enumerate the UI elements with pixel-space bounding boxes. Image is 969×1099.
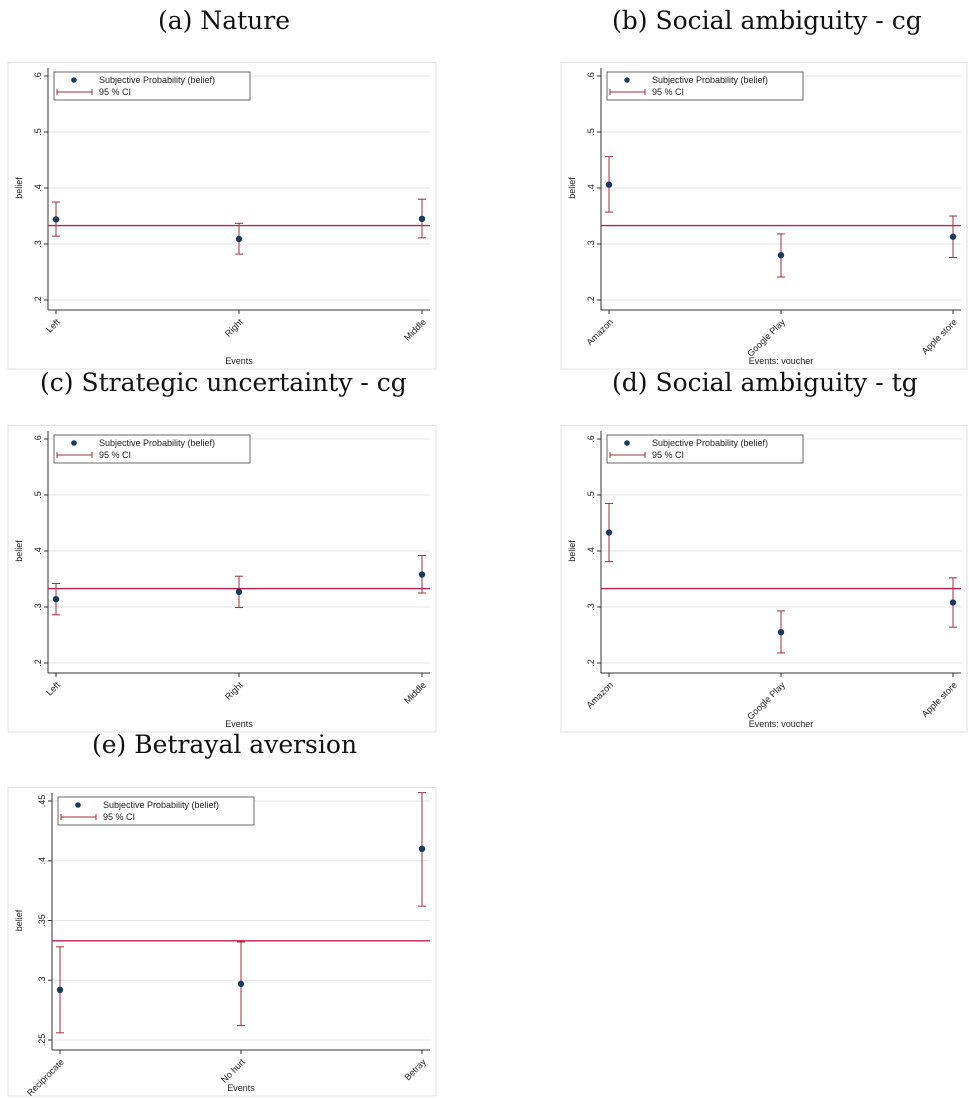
caption-b: (b) Social ambiguity - cg — [612, 6, 922, 35]
legend-label-ci: 95 % CI — [652, 450, 684, 460]
y-tick-label: .2 — [33, 659, 43, 667]
caption-e: (e) Betrayal aversion — [92, 730, 358, 759]
y-axis-label: belief — [14, 909, 24, 931]
data-point — [237, 980, 245, 988]
y-tick-label: .25 — [37, 1034, 47, 1047]
legend-label-belief: Subjective Probability (belief) — [103, 800, 219, 810]
caption-a: (a) Nature — [158, 6, 291, 35]
y-tick-label: .6 — [33, 72, 43, 80]
y-tick-label: .4 — [586, 184, 596, 192]
y-axis-label: belief — [567, 540, 577, 562]
legend-point-marker — [71, 440, 77, 446]
y-tick-label: .3 — [586, 603, 596, 611]
caption-c: (c) Strategic uncertainty - cg — [40, 368, 407, 397]
legend-point-marker — [624, 77, 630, 83]
y-tick-label: .3 — [33, 603, 43, 611]
data-point — [418, 215, 426, 222]
y-tick-label: .6 — [586, 72, 596, 80]
data-point — [949, 233, 957, 240]
y-tick-label: .3 — [37, 976, 47, 984]
legend-label-belief: Subjective Probability (belief) — [652, 438, 768, 448]
y-tick-label: .4 — [37, 857, 47, 865]
legend-point-marker — [75, 802, 81, 808]
x-axis-label: Events — [225, 719, 253, 729]
legend-label-belief: Subjective Probability (belief) — [99, 438, 215, 448]
chart-frame — [560, 425, 968, 733]
data-point — [418, 571, 426, 578]
caption-d: (d) Social ambiguity - tg — [612, 368, 918, 397]
data-point — [605, 181, 613, 188]
y-tick-label: .6 — [33, 435, 43, 443]
y-tick-label: .3 — [33, 240, 43, 248]
y-tick-label: .2 — [586, 296, 596, 304]
data-point — [52, 595, 60, 603]
legend-point-marker — [71, 77, 77, 83]
legend-label-belief: Subjective Probability (belief) — [652, 75, 768, 85]
legend-label-ci: 95 % CI — [99, 450, 131, 460]
data-point — [777, 252, 785, 259]
chart-frame — [7, 787, 437, 1097]
chart-frame — [7, 425, 437, 733]
y-tick-label: .2 — [586, 659, 596, 667]
y-tick-label: .5 — [33, 491, 43, 499]
y-tick-label: .4 — [33, 184, 43, 192]
legend-label-ci: 95 % CI — [99, 87, 131, 97]
x-axis-label: Events — [225, 356, 253, 366]
data-point — [52, 216, 60, 223]
legend-point-marker — [624, 440, 630, 446]
data-point — [418, 845, 426, 852]
x-axis-label: Events — [227, 1083, 255, 1093]
legend-box — [53, 434, 251, 464]
legend-box — [53, 71, 251, 101]
y-tick-label: .5 — [586, 491, 596, 499]
chart-frame — [7, 62, 437, 370]
legend-box — [57, 796, 255, 826]
data-point — [777, 629, 785, 636]
x-axis-label: Events: voucher — [749, 356, 814, 366]
legend-label-ci: 95 % CI — [103, 812, 135, 822]
data-point — [235, 235, 243, 243]
y-tick-label: .3 — [586, 240, 596, 248]
y-axis-label: belief — [567, 177, 577, 199]
x-axis-label: Events: voucher — [749, 719, 814, 729]
legend-box — [606, 434, 804, 464]
y-axis-label: belief — [14, 177, 24, 199]
y-tick-label: .4 — [33, 547, 43, 555]
chart-frame — [560, 62, 968, 370]
y-tick-label: .2 — [33, 296, 43, 304]
y-tick-label: .35 — [37, 914, 47, 927]
data-point — [605, 529, 613, 536]
y-tick-label: .45 — [37, 795, 47, 808]
data-point — [235, 588, 243, 596]
data-point — [56, 986, 64, 994]
legend-label-ci: 95 % CI — [652, 87, 684, 97]
legend-label-belief: Subjective Probability (belief) — [99, 75, 215, 85]
y-tick-label: .4 — [586, 547, 596, 555]
y-axis-label: belief — [14, 540, 24, 562]
y-tick-label: .6 — [586, 435, 596, 443]
y-tick-label: .5 — [586, 128, 596, 136]
legend-box — [606, 71, 804, 101]
y-tick-label: .5 — [33, 128, 43, 136]
data-point — [949, 599, 957, 606]
